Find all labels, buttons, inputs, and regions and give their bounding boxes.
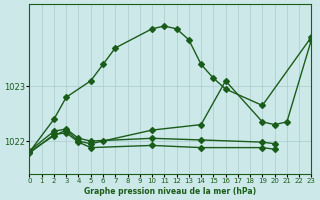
X-axis label: Graphe pression niveau de la mer (hPa): Graphe pression niveau de la mer (hPa) bbox=[84, 187, 257, 196]
